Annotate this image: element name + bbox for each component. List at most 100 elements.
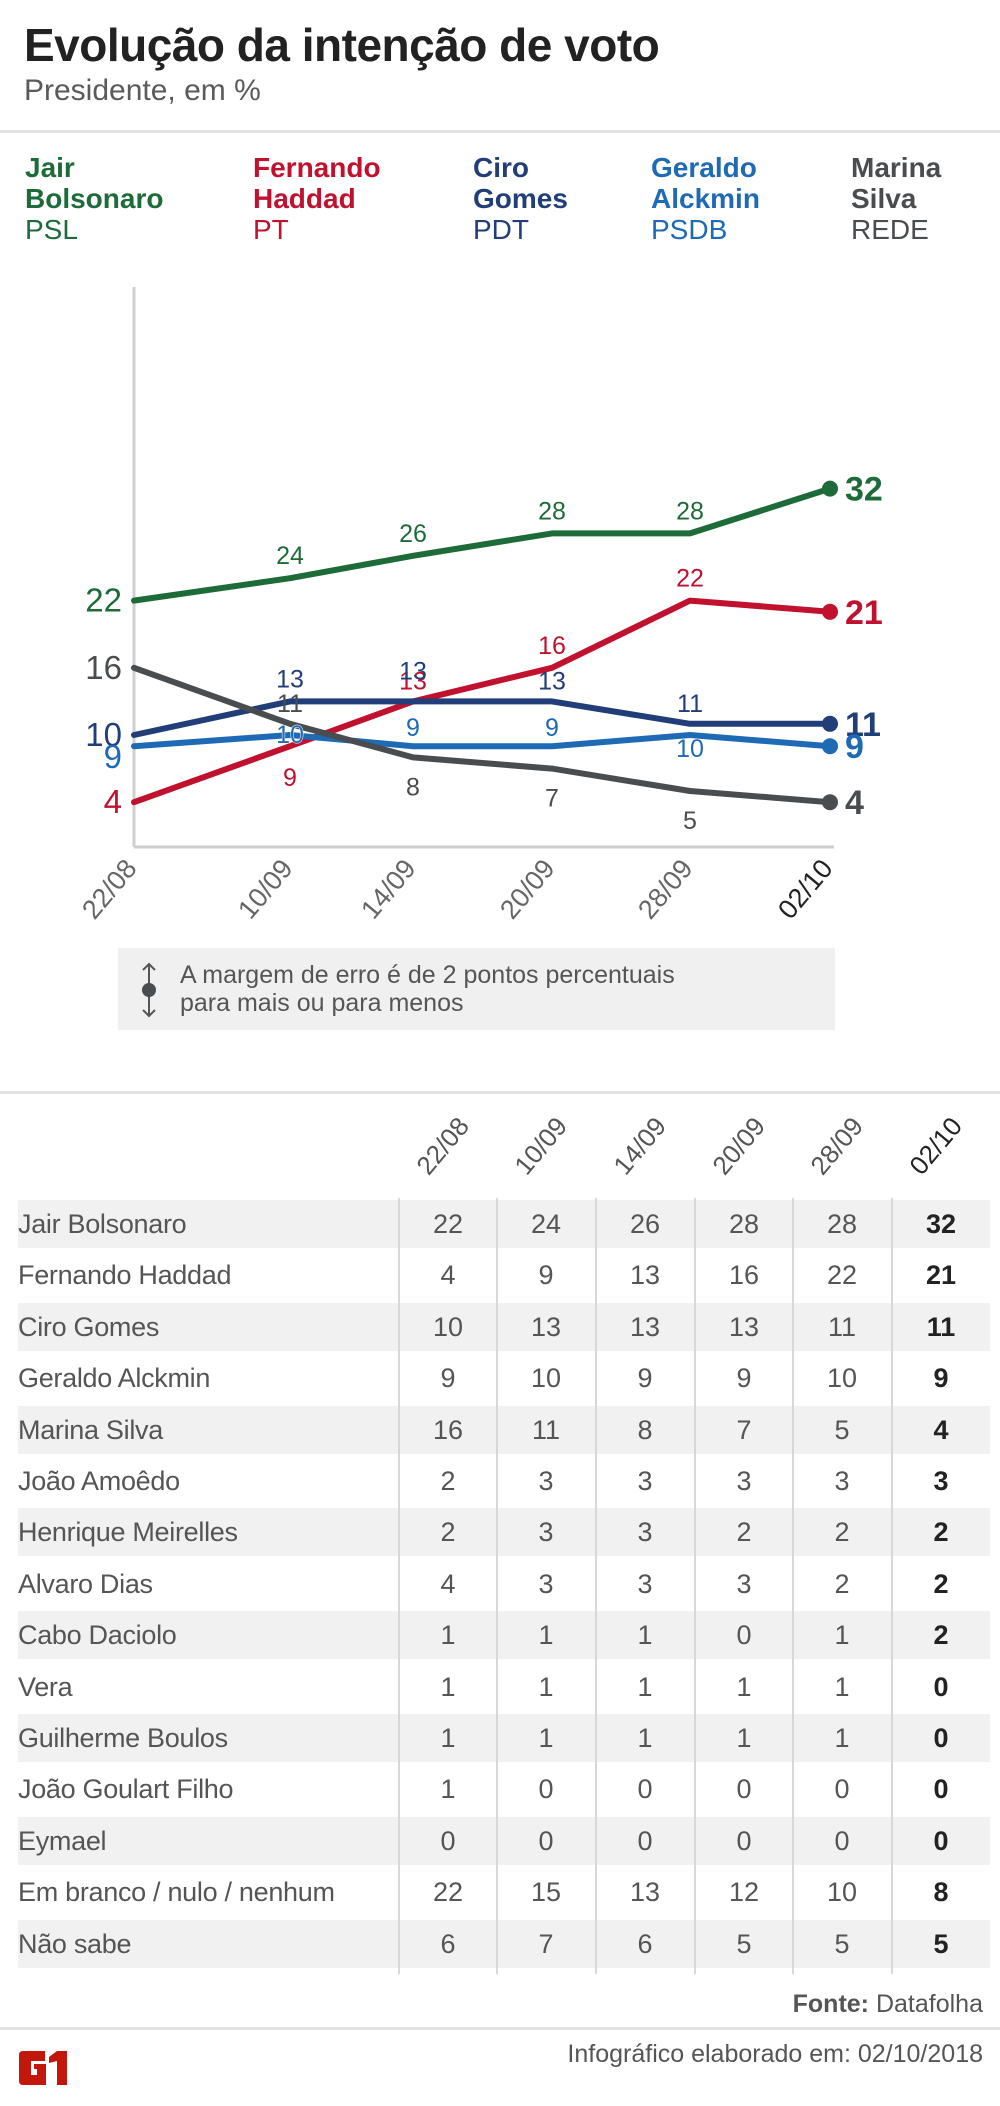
table-cell: 2 <box>736 1517 752 1548</box>
table-cell: 13 <box>629 1260 661 1291</box>
column-divider <box>694 1198 696 1974</box>
column-divider <box>595 1198 597 1974</box>
table-row: Em branco / nulo / nenhum 22 15 13 12 10 8 <box>18 1868 990 1916</box>
table-cell: 16 <box>728 1260 760 1291</box>
table-cell: 5 <box>933 1928 949 1959</box>
legend-name: Ciro <box>473 152 529 183</box>
column-divider <box>398 1198 400 1974</box>
table-cell: 0 <box>933 1774 949 1805</box>
table-row: Cabo Daciolo 1 1 1 0 1 2 <box>18 1611 990 1660</box>
column-divider <box>891 1198 893 1974</box>
table-cell: 9 <box>637 1363 653 1394</box>
line-chart: 22/08 10/09 14/09 20/09 28/09 02/10 22 24 26 28 28… <box>76 287 883 925</box>
legend-name: Bolsonaro <box>25 183 164 214</box>
table-cell: 9 <box>933 1363 949 1394</box>
table-cell: 10 <box>826 1363 858 1394</box>
table-cell: 13 <box>530 1311 562 1342</box>
table-cell: 3 <box>538 1517 554 1548</box>
table-cell: 28 <box>826 1209 858 1239</box>
divider <box>0 1091 1000 1094</box>
table-cell: 5 <box>736 1928 752 1959</box>
row-label: Não sabe <box>18 1928 132 1959</box>
table-cell: 0 <box>440 1825 456 1856</box>
table-row: Não sabe 6 7 6 5 5 5 <box>18 1919 990 1968</box>
legend-item: Fernando Haddad PT <box>253 152 381 245</box>
table-cell: 4 <box>440 1568 456 1599</box>
data-label: 28 <box>676 497 704 525</box>
table-cell: 1 <box>637 1620 653 1651</box>
table-cell: 3 <box>736 1466 752 1496</box>
table-cell: 8 <box>933 1877 949 1908</box>
table-cell: 21 <box>925 1260 957 1291</box>
data-label-final: 11 <box>845 706 881 744</box>
error-margin-note: A margem de erro é de 2 pontos percentua… <box>118 948 835 1030</box>
table-cell: 9 <box>538 1260 554 1291</box>
row-label: Jair Bolsonaro <box>18 1209 187 1239</box>
table-cell: 24 <box>530 1209 562 1239</box>
data-label: 16 <box>85 649 122 686</box>
table-row: Henrique Meirelles 2 3 3 2 2 2 <box>18 1508 990 1557</box>
legend-party: PT <box>253 214 289 245</box>
table-cell: 10 <box>530 1363 562 1394</box>
series-line <box>131 664 833 806</box>
table-cell: 28 <box>728 1209 760 1239</box>
table-row: Vera 1 1 1 1 1 0 <box>18 1663 990 1711</box>
data-label: 10 <box>676 735 704 763</box>
row-label: Em branco / nulo / nenhum <box>18 1877 335 1908</box>
column-header: 10/09 <box>508 1111 574 1181</box>
row-label: Henrique Meirelles <box>18 1517 238 1548</box>
table-cell: 0 <box>933 1671 949 1702</box>
table-cell: 0 <box>933 1825 949 1856</box>
table-cell: 0 <box>637 1774 653 1805</box>
legend-name: Alckmin <box>651 183 760 214</box>
table-cell: 1 <box>440 1723 456 1753</box>
data-label: 22 <box>85 582 122 619</box>
table-cell: 7 <box>736 1414 752 1445</box>
legend-party: REDE <box>851 214 929 245</box>
table-row: Alvaro Dias 4 3 3 3 2 2 <box>18 1560 990 1608</box>
table-cell: 3 <box>637 1568 653 1599</box>
legend-name: Haddad <box>253 183 356 214</box>
table-cell: 0 <box>933 1723 949 1753</box>
data-label: 28 <box>538 497 566 525</box>
legend-item: Geraldo Alckmin PSDB <box>651 152 760 245</box>
legend-name: Silva <box>851 183 917 214</box>
table-cell: 0 <box>834 1825 850 1856</box>
table-row: Geraldo Alckmin 9 10 9 9 10 9 <box>18 1354 990 1402</box>
table-cell: 1 <box>538 1723 554 1753</box>
table-cell: 15 <box>530 1877 562 1908</box>
data-label: 9 <box>406 714 420 742</box>
table-cell: 3 <box>538 1568 554 1599</box>
column-header: 02/10 <box>903 1111 969 1181</box>
row-label: Eymael <box>18 1825 107 1856</box>
table-cell: 2 <box>933 1620 949 1651</box>
series-end-dot <box>822 480 838 497</box>
g1-logo <box>19 2051 67 2085</box>
table-cell: 22 <box>432 1209 464 1239</box>
table-cell: 3 <box>933 1466 949 1496</box>
table-cell: 4 <box>440 1260 456 1291</box>
note-line-1: A margem de erro é de 2 pontos percentua… <box>180 961 675 989</box>
column-divider <box>792 1198 794 1974</box>
table-cell: 3 <box>834 1466 850 1496</box>
table-cell: 1 <box>736 1723 752 1753</box>
table-row: Ciro Gomes 10 13 13 13 11 11 <box>18 1302 990 1351</box>
column-header: 28/09 <box>804 1111 870 1181</box>
page-subtitle: Presidente, em % <box>24 74 261 107</box>
table-cell: 0 <box>538 1774 554 1805</box>
table-row: João Amoêdo 2 3 3 3 3 3 <box>18 1457 990 1505</box>
table-cell: 22 <box>432 1877 464 1908</box>
table-cell: 13 <box>629 1877 661 1908</box>
row-label: Cabo Daciolo <box>18 1620 177 1651</box>
table-row: Jair Bolsonaro 22 24 26 28 28 32 <box>18 1200 990 1248</box>
table-cell: 1 <box>538 1671 554 1702</box>
x-tick-label: 22/08 <box>76 854 142 925</box>
divider <box>0 2027 1000 2030</box>
data-label: 9 <box>283 764 297 792</box>
table-cell: 13 <box>629 1311 661 1342</box>
row-label: João Goulart Filho <box>18 1774 234 1805</box>
table-cell: 6 <box>440 1928 456 1959</box>
legend-party: PSL <box>25 214 78 245</box>
table-cell: 1 <box>834 1620 850 1651</box>
series-end-dot <box>822 794 838 811</box>
